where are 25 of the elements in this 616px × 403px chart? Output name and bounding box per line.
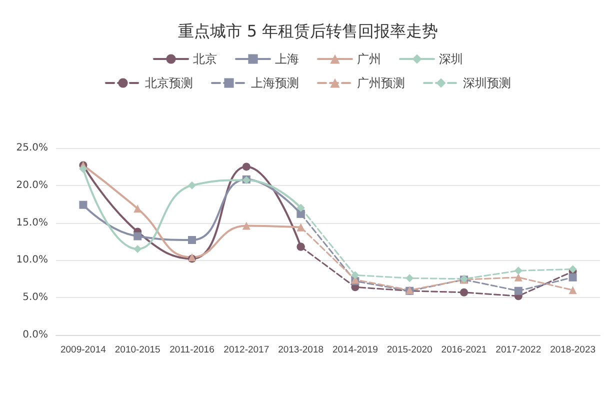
chart-title: 重点城市 5 年租赁后转售回报率走势 [178,22,438,40]
x-tick-label: 2018-2023 [550,344,596,356]
x-tick-label: 2014-2019 [332,344,378,356]
y-tick-label: 25.0% [16,142,48,154]
legend-label: 深圳预测 [463,76,511,90]
x-tick-label: 2010-2015 [114,344,160,356]
legend-label: 北京预测 [145,76,193,90]
x-tick-label: 2016-2021 [441,344,487,356]
legend-label: 北京 [193,52,217,66]
y-tick-label: 5.0% [22,292,48,304]
y-tick-label: 10.0% [16,254,48,266]
y-tick-label: 20.0% [16,180,48,191]
legend-label: 广州预测 [357,76,405,90]
legend-label: 上海 [275,52,299,66]
legend-label: 深圳 [439,52,463,66]
x-tick-label: 2017-2022 [496,344,542,356]
y-tick-label: 0.0% [22,330,48,340]
x-tick-label: 2012-2017 [224,344,270,356]
y-tick-label: 15.0% [16,217,48,228]
x-tick-label: 2009-2014 [60,344,106,356]
x-tick-label: 2015-2020 [386,344,432,356]
legend-label: 广州 [357,52,381,66]
legend-label: 上海预测 [251,76,299,90]
x-tick-label: 2013-2018 [278,344,324,356]
x-tick-label: 2011-2016 [170,344,214,356]
